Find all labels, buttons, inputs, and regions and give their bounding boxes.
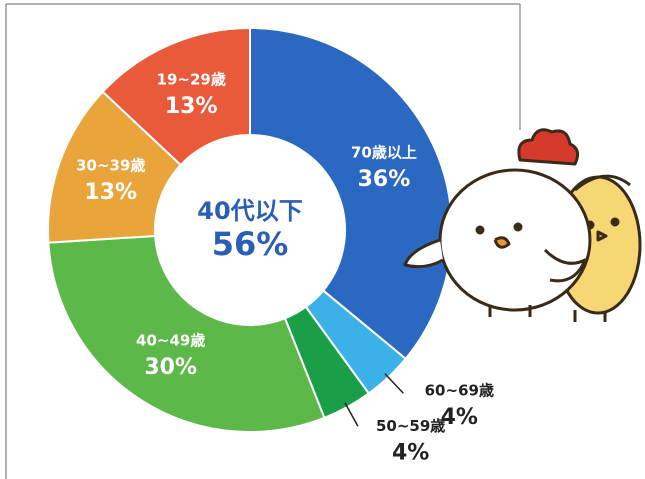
segment-label: 19~29歳 [157,71,226,89]
segment-value: 36% [358,167,411,192]
segment-label: 30~39歳 [76,156,145,174]
segment-label: 50~59歳 [376,417,445,435]
segment-label: 70歳以上 [351,143,417,161]
leader-line [385,374,403,394]
segment-value: 4% [392,440,429,465]
segment-label: 40~49歳 [136,331,205,349]
leader-line [345,403,358,427]
chart: 70歳以上36%60~69歳4%50~59歳4%40~49歳30%30~39歳1… [0,0,645,479]
segment-value: 13% [165,94,218,119]
segment-value: 13% [84,180,137,205]
segment-value: 30% [144,355,197,380]
center-label: 40代以下 [197,197,302,225]
center-value: 56% [212,225,289,263]
segment-value: 4% [441,405,478,430]
segment-label: 60~69歳 [425,381,494,399]
